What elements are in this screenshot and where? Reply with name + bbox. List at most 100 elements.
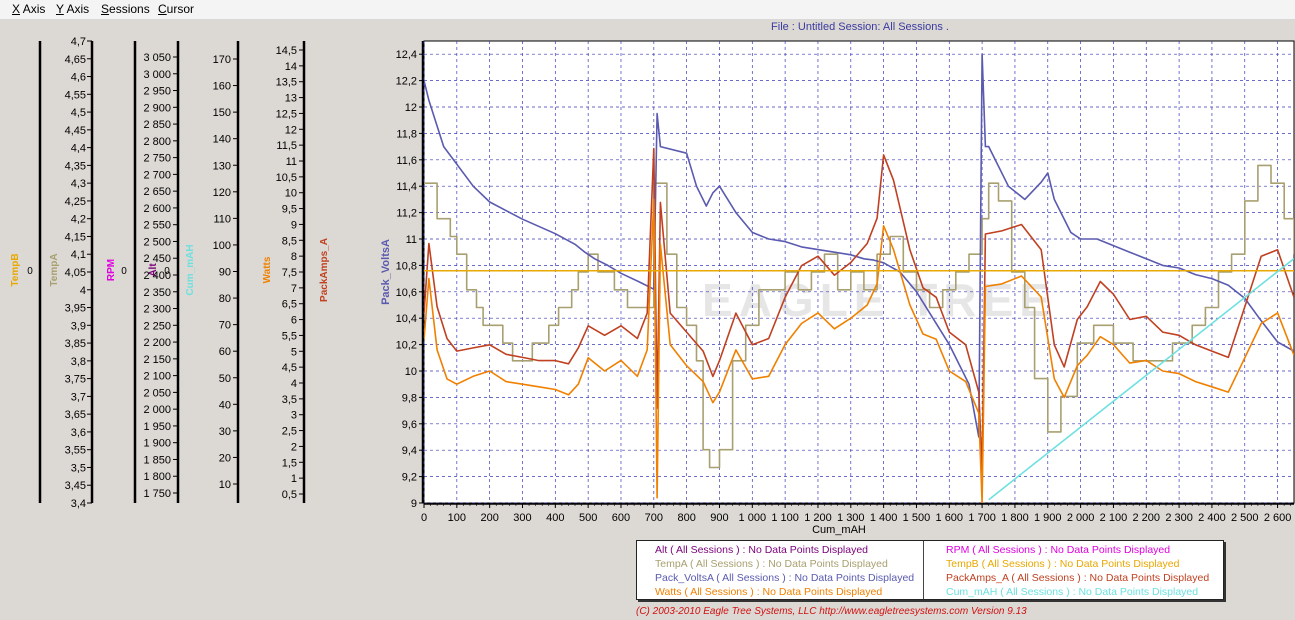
- legend-item-alt[interactable]: Alt ( All Sessions ) : No Data Points Di…: [655, 544, 869, 556]
- y-axis-tick-label-packamps-a: 11,5: [276, 140, 297, 152]
- legend-item-packamps-a[interactable]: PackAmps_A ( All Sessions ) : No Data Po…: [946, 572, 1210, 584]
- x-tick-label: 1 500: [903, 512, 931, 524]
- y-axis-tick-label-packamps-a: 10,5: [276, 172, 297, 184]
- y-axis-tick-label-packamps-a: 14,5: [276, 45, 297, 57]
- y-axis-tick-label-tempa: 3,95: [65, 303, 86, 315]
- y-axis-tick-label-watts: 170: [213, 54, 231, 66]
- menu-bar: X Axis Y Axis Sessions Cursor: [0, 0, 1295, 20]
- legend-item-tempa[interactable]: TempA ( All Sessions ) : No Data Points …: [655, 558, 888, 570]
- y-axis-tick-label-watts: 60: [219, 346, 231, 358]
- y-axis-tick-label-cum-mah: 1 750: [143, 488, 171, 500]
- x-tick-label: 2 600: [1264, 512, 1292, 524]
- y-axis-tick-label-cum-mah: 2 150: [143, 354, 171, 366]
- y-axis-tick-label-packamps-a: 4,5: [282, 362, 297, 374]
- y-axis-tick-label-packamps-a: 6: [291, 315, 297, 327]
- y-axis-tick-label-packamps-a: 2,5: [282, 426, 297, 438]
- y-axis-tick-label-tempa: 4,3: [71, 178, 86, 190]
- series-group: [424, 53, 1294, 503]
- x-tick-label: 200: [480, 512, 498, 524]
- y-axis-tick-label-watts: 160: [213, 81, 231, 93]
- y-axis-tick-label-watts: 10: [219, 479, 231, 491]
- y-axis-tick-label-packamps-a: 5: [291, 346, 297, 358]
- y-axis-tick-label-cum-mah: 2 100: [143, 371, 171, 383]
- menu-sessions[interactable]: Sessions: [101, 2, 150, 16]
- main-y-tick-label: 12,4: [396, 49, 417, 61]
- y-axis-tick-label-tempa: 3,55: [65, 445, 86, 457]
- x-tick-label: 2 400: [1198, 512, 1226, 524]
- main-y-tick-label: 12: [405, 102, 417, 114]
- x-tick-label: 400: [546, 512, 564, 524]
- y-axis-tick-label-watts: 50: [219, 373, 231, 385]
- y-axis-tick-label-cum-mah: 2 750: [143, 153, 171, 165]
- y-axis-tick-label-watts: 30: [219, 426, 231, 438]
- y-axis-tick-label-packamps-a: 7,5: [282, 267, 297, 279]
- x-tick-label: 100: [448, 512, 466, 524]
- y-axis-tick-label-packamps-a: 11: [286, 156, 297, 168]
- x-tick-label: 1 600: [936, 512, 964, 524]
- y-axis-zero-tempb: 0: [27, 266, 33, 277]
- y-axis-zero-rpm: 0: [121, 266, 127, 277]
- main-y-tick-label: 11,2: [396, 208, 417, 220]
- legend: Alt ( All Sessions ) : No Data Points Di…: [636, 540, 1224, 600]
- y-axis-label-watts: Watts: [262, 256, 273, 283]
- y-axis-zero-alt: 0: [164, 266, 170, 277]
- y-axis-label-alt: Alt: [148, 263, 159, 277]
- legend-item-cum-mah[interactable]: Cum_mAH ( All Sessions ) : No Data Point…: [946, 586, 1199, 598]
- x-tick-label: 1 800: [1001, 512, 1029, 524]
- y-axis-tick-label-tempa: 3,75: [65, 374, 86, 386]
- series-line-packamps-a: [424, 147, 1294, 473]
- menu-cursor[interactable]: Cursor: [158, 2, 195, 16]
- y-axis-tick-label-tempa: 4,15: [65, 231, 86, 243]
- y-axis-tick-label-tempa: 3,65: [65, 409, 86, 421]
- main-y-tick-label: 11,4: [396, 181, 417, 193]
- main-y-tick-label: 11: [406, 234, 417, 246]
- menu-x-axis[interactable]: X Axis: [12, 2, 46, 16]
- legend-item-pack-voltsa[interactable]: Pack_VoltsA ( All Sessions ) : No Data P…: [655, 572, 915, 584]
- y-axis-tick-label-cum-mah: 3 050: [143, 52, 171, 64]
- y-axis-tick-label-packamps-a: 1: [291, 473, 297, 485]
- y-axis-tick-label-cum-mah: 2 650: [143, 186, 171, 198]
- legend-item-watts[interactable]: Watts ( All Sessions ) : No Data Points …: [655, 586, 883, 598]
- y-axis-tick-label-tempa: 4,45: [65, 125, 86, 137]
- legend-item-tempb[interactable]: TempB ( All Sessions ) : No Data Points …: [946, 558, 1180, 570]
- y-axis-tick-label-tempa: 4,25: [65, 196, 86, 208]
- y-axis-tick-label-packamps-a: 14: [285, 61, 297, 73]
- y-axis-tick-label-cum-mah: 2 550: [143, 220, 171, 232]
- y-axis-tick-label-cum-mah: 1 850: [143, 454, 171, 466]
- y-axis-tick-label-packamps-a: 1,5: [282, 457, 297, 469]
- y-axis-tick-label-packamps-a: 12: [285, 124, 297, 136]
- y-axis-tick-label-cum-mah: 2 200: [143, 337, 171, 349]
- y-axis-tick-label-watts: 40: [219, 399, 231, 411]
- y-axis-tick-label-watts: 120: [213, 187, 231, 199]
- y-axis-tick-label-tempa: 4,6: [71, 72, 86, 84]
- y-axis-tick-label-cum-mah: 2 600: [143, 203, 171, 215]
- y-axis-tick-label-watts: 80: [219, 293, 231, 305]
- y-axis-tick-label-tempa: 3,8: [71, 356, 86, 368]
- y-axis-tick-label-packamps-a: 3,5: [282, 394, 297, 406]
- main-y-tick-label: 10: [405, 366, 417, 378]
- legend-left-column: Alt ( All Sessions ) : No Data Points Di…: [655, 543, 914, 599]
- y-axis-tick-label-packamps-a: 8: [291, 251, 297, 263]
- main-y-tick-label: 9,6: [402, 419, 417, 431]
- y-axis-tick-label-cum-mah: 2 450: [143, 253, 171, 265]
- main-y-tick-label: 9,8: [402, 392, 417, 404]
- y-axis-tick-label-packamps-a: 9: [291, 219, 297, 231]
- main-y-tick-label: 9: [411, 498, 417, 510]
- x-tick-label: 1 400: [870, 512, 898, 524]
- y-axis-tick-label-tempa: 3,9: [71, 320, 86, 332]
- y-axis-tick-label-tempa: 4,35: [65, 160, 86, 172]
- legend-right-column: RPM ( All Sessions ) : No Data Points Di…: [946, 543, 1209, 599]
- y-axis-label-packamps-a: PackAmps_A: [319, 238, 330, 302]
- y-axis-label-tempa: TempA: [49, 253, 60, 286]
- y-axis-tick-label-packamps-a: 8,5: [282, 235, 297, 247]
- y-axis-tick-label-packamps-a: 0,5: [282, 489, 297, 501]
- y-axis-tick-label-watts: 20: [219, 452, 231, 464]
- legend-item-rpm[interactable]: RPM ( All Sessions ) : No Data Points Di…: [946, 544, 1171, 556]
- menu-y-axis[interactable]: Y Axis: [56, 2, 90, 16]
- y-axis-tick-label-watts: 110: [213, 213, 231, 225]
- y-axis-tick-label-cum-mah: 2 300: [143, 304, 171, 316]
- y-axis-tick-label-packamps-a: 7: [291, 283, 297, 295]
- x-tick-label: 2 500: [1231, 512, 1259, 524]
- y-axis-tick-label-packamps-a: 13: [285, 93, 297, 105]
